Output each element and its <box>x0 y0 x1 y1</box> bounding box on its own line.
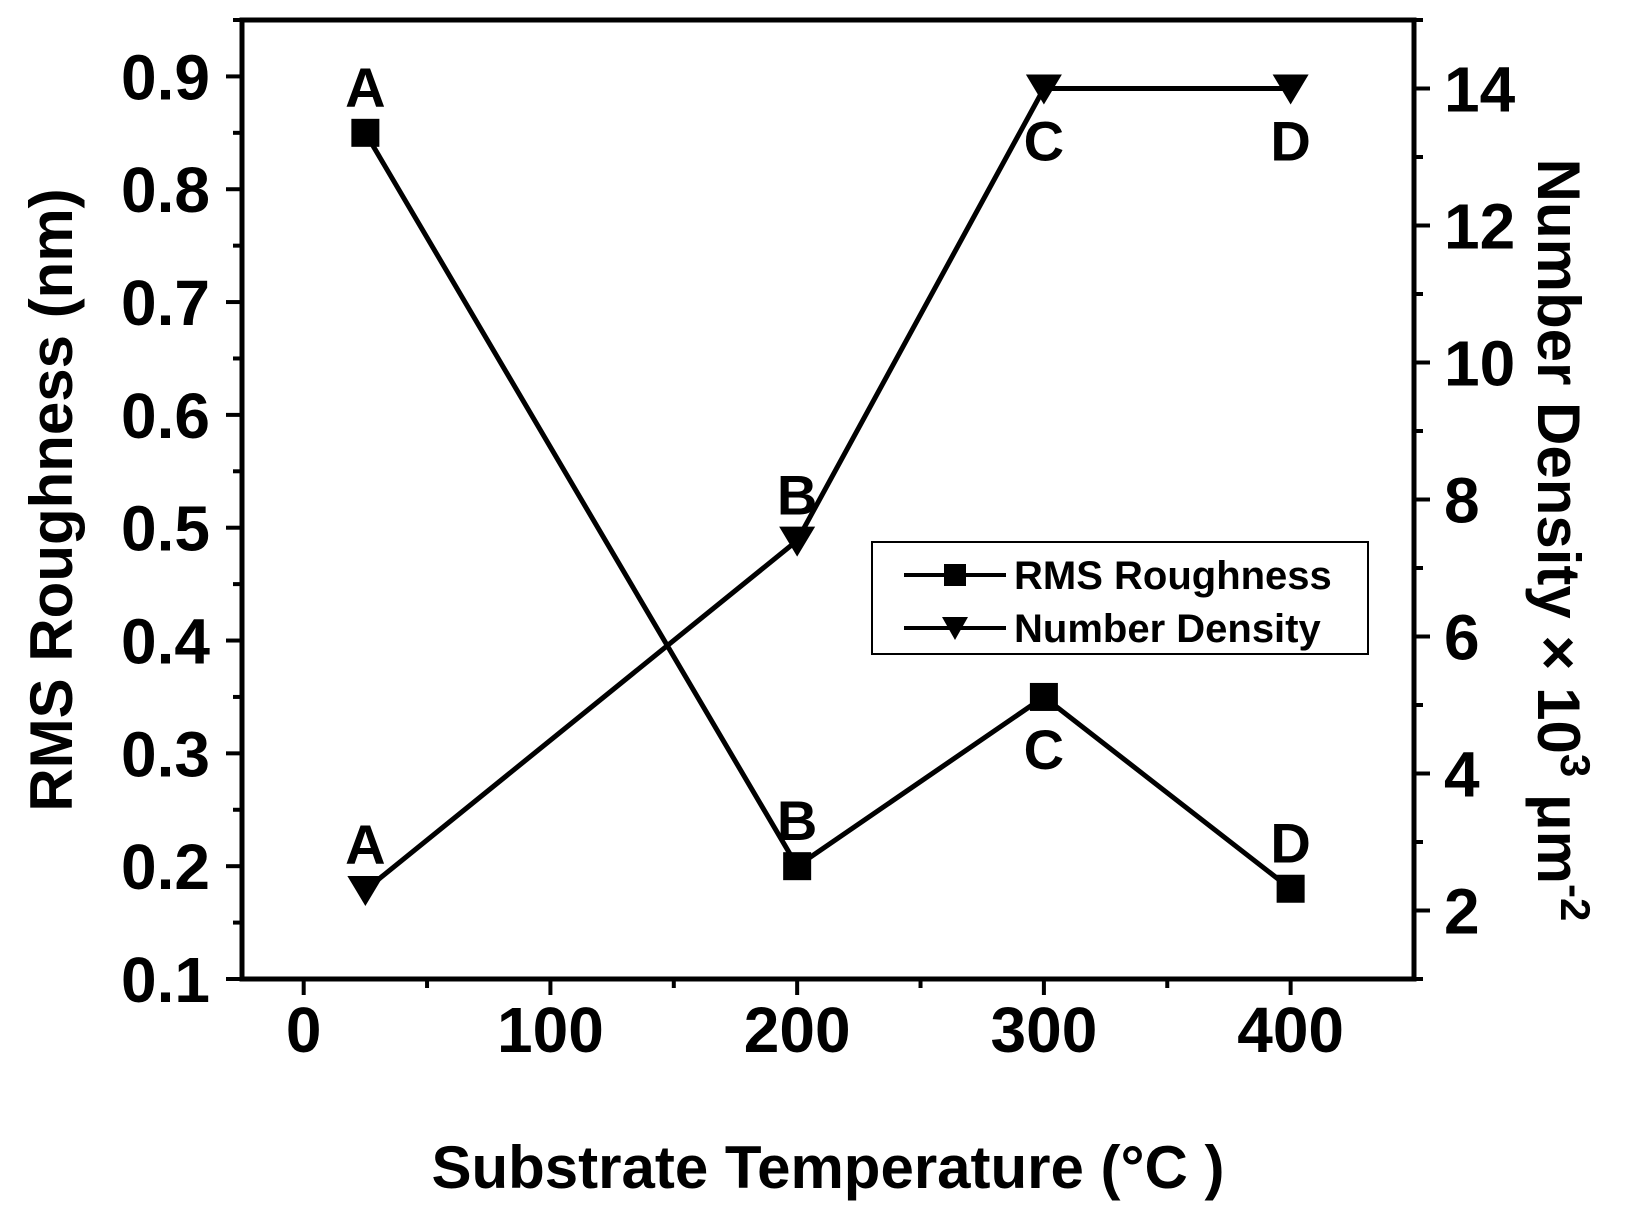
y2-tick-label: 2 <box>1444 876 1480 948</box>
y-tick-label: 0.6 <box>121 380 210 452</box>
point-labels: A B C D A B C D <box>345 56 1311 876</box>
y-tick-label: 0.3 <box>121 718 210 790</box>
x-tick-label: 400 <box>1237 994 1344 1066</box>
x-tick-label: 300 <box>991 994 1098 1066</box>
x-tick-label: 200 <box>744 994 851 1066</box>
y-tick-label: 0.5 <box>121 493 210 565</box>
x-axis-title: Substrate Temperature (°C ) <box>431 1134 1224 1201</box>
point-label-rms: A <box>345 56 385 119</box>
point-label-rms: B <box>777 789 817 852</box>
data-point-density <box>347 875 384 906</box>
data-point-density <box>779 526 816 557</box>
point-label-density: A <box>345 813 385 876</box>
y2-axis-title: Number Density × 103 μm-2 <box>1525 159 1600 922</box>
data-point-rms <box>783 852 812 881</box>
point-label-density: D <box>1270 110 1310 173</box>
y-axis-title: RMS Roughness (nm) <box>18 188 85 811</box>
y2-tick-label: 12 <box>1444 191 1515 263</box>
y2-tick-label: 6 <box>1444 602 1480 674</box>
x-tick-label: 0 <box>286 994 322 1066</box>
data-point-rms <box>1276 874 1305 903</box>
point-label-rms: C <box>1024 718 1064 781</box>
y-tick-label: 0.9 <box>121 41 210 113</box>
data-point-density <box>1025 74 1062 105</box>
y-tick-label: 0.7 <box>121 267 210 339</box>
series-line-rms <box>363 131 1293 891</box>
y2-tick-label: 10 <box>1444 328 1515 400</box>
data-point-rms <box>351 118 380 147</box>
point-label-rms: D <box>1270 812 1310 875</box>
legend-marker-square <box>944 564 966 586</box>
point-label-density: C <box>1024 110 1064 173</box>
series <box>347 74 1309 906</box>
y-tick-label: 0.4 <box>121 606 210 678</box>
series-line-density <box>363 86 1291 892</box>
y-tick-label: 0.1 <box>121 944 210 1016</box>
y2-tick-label: 4 <box>1444 739 1480 811</box>
axis-ticks: 0 100 200 300 400 0.1 0.2 0.3 0.4 0.5 0.6 0.7 0.8 0.9… <box>121 18 1516 1066</box>
y-tick-label: 0.2 <box>121 831 210 903</box>
legend-marker-triangle <box>942 617 968 640</box>
y-tick-label: 0.8 <box>121 154 210 226</box>
data-point-density <box>1272 74 1309 105</box>
x-tick-label: 100 <box>497 994 604 1066</box>
plot-frame <box>239 17 1417 982</box>
data-point-rms <box>1029 682 1058 711</box>
y2-tick-label: 14 <box>1444 54 1516 126</box>
legend-label-rms: RMS Roughness <box>1014 554 1332 598</box>
y2-tick-label: 8 <box>1444 465 1480 537</box>
legend-label-density: Number Density <box>1014 607 1321 651</box>
legend: RMS Roughness Number Density <box>871 541 1369 655</box>
point-label-density: B <box>777 464 817 527</box>
